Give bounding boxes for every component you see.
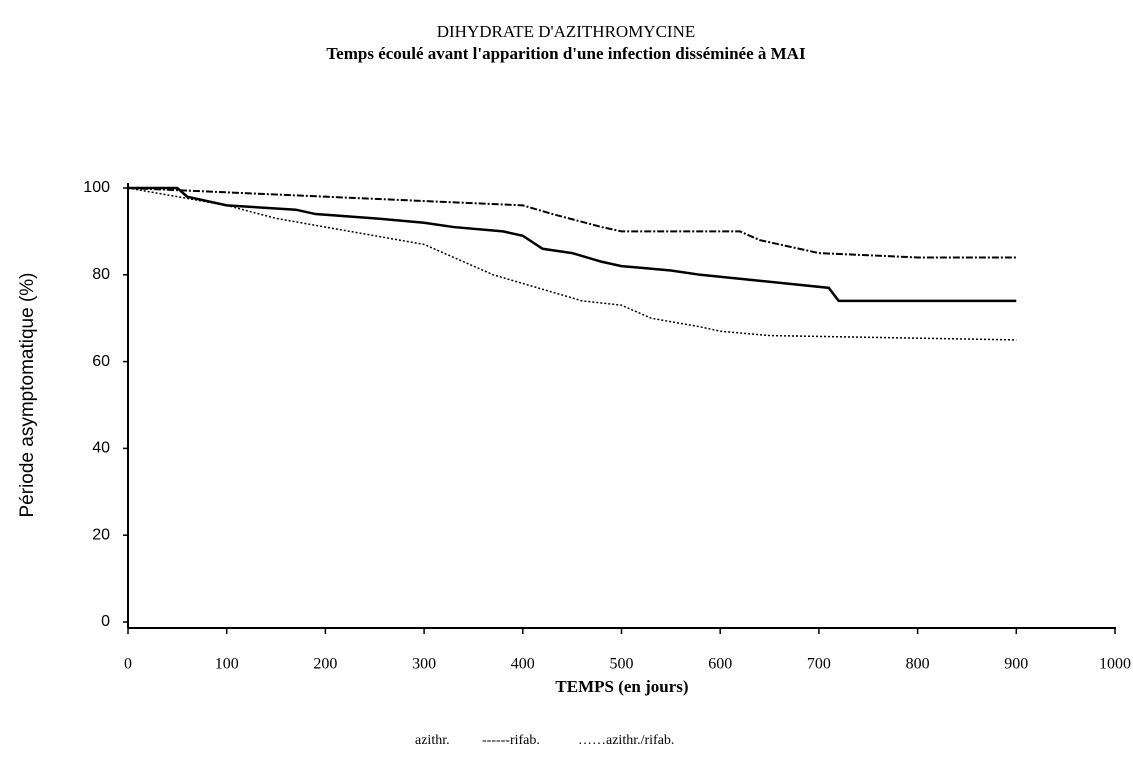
- series-line: [127, 187, 1017, 341]
- x-tick-label: 800: [906, 656, 930, 673]
- y-tick-label: 20: [92, 526, 110, 543]
- legend-label: ……azithr./rifab.: [578, 733, 674, 748]
- chart-title: DIHYDRATE D'AZITHROMYCINE: [437, 22, 696, 41]
- y-tick-label: 100: [83, 179, 110, 196]
- x-tick-label: 700: [807, 656, 831, 673]
- y-tick-label: 40: [92, 440, 110, 457]
- x-axis-label: TEMPS (en jours): [555, 677, 688, 696]
- x-tick-label: 500: [610, 656, 634, 673]
- x-tick-label: 300: [412, 656, 436, 673]
- x-tick-label: 0: [124, 656, 132, 673]
- legend-label: azithr.: [415, 733, 450, 748]
- y-axis-label: Période asymptomatique (%): [17, 273, 38, 518]
- x-tick-label: 900: [1004, 656, 1028, 673]
- y-tick-label: 60: [92, 353, 110, 370]
- x-tick-label: 400: [511, 656, 535, 673]
- series-line: [128, 186, 1017, 303]
- chart-subtitle: Temps écoulé avant l'apparition d'une in…: [326, 44, 806, 63]
- x-tick-label: 1000: [1099, 656, 1131, 673]
- x-tick-label: 200: [313, 656, 337, 673]
- y-tick-label: 0: [101, 613, 110, 630]
- x-tick-label: 100: [215, 656, 239, 673]
- series-line: [127, 187, 1017, 259]
- x-tick-label: 600: [708, 656, 732, 673]
- legend-label: ------rifab.: [482, 733, 540, 748]
- y-tick-label: 80: [92, 266, 110, 283]
